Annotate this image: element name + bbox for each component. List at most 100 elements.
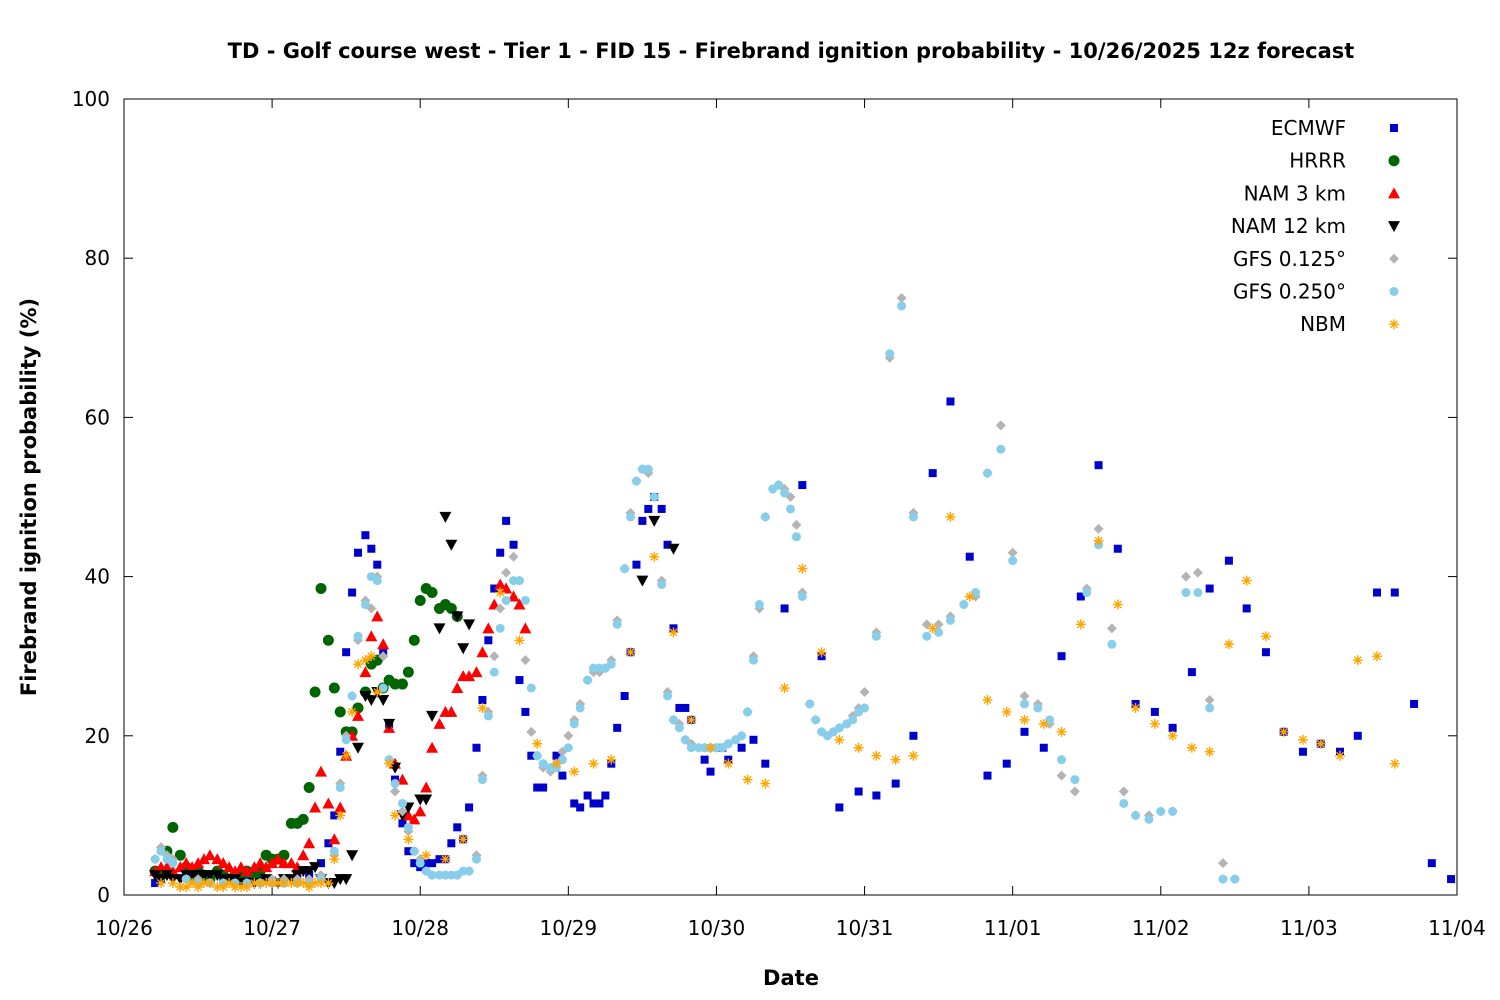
data-point-nbm bbox=[834, 734, 845, 745]
data-point-nbm bbox=[323, 878, 334, 889]
data-point-gfs-0-250 bbox=[649, 492, 659, 502]
data-point-nbm bbox=[816, 647, 827, 658]
data-point-ecmwf bbox=[983, 771, 992, 780]
data-point-gfs-0-250 bbox=[575, 703, 585, 713]
data-point-hrrr bbox=[174, 849, 186, 861]
data-point-gfs-0-125 bbox=[501, 567, 512, 578]
data-point-nam-3-km bbox=[445, 705, 458, 717]
data-point-nam-12-km bbox=[445, 539, 458, 551]
data-point-nbm bbox=[964, 591, 975, 602]
data-point-nbm bbox=[230, 882, 241, 893]
data-point-hrrr bbox=[408, 634, 420, 646]
data-point-nbm bbox=[1372, 651, 1383, 662]
legend-label-nbm: NBM bbox=[1300, 312, 1346, 336]
data-point-ecmwf bbox=[1224, 556, 1233, 565]
data-point-nam-12-km bbox=[211, 870, 224, 882]
data-point-nbm bbox=[310, 878, 321, 889]
data-point-gfs-0-125 bbox=[563, 730, 574, 741]
data-point-nam-3-km bbox=[180, 857, 193, 869]
data-point-gfs-0-250 bbox=[1033, 703, 1043, 713]
data-point-nbm bbox=[1167, 730, 1178, 741]
data-point-hrrr bbox=[297, 813, 309, 825]
data-point-ecmwf bbox=[316, 859, 325, 868]
data-point-gfs-0-250 bbox=[583, 675, 593, 685]
data-point-gfs-0-250 bbox=[464, 866, 474, 876]
legend-marker-nbm bbox=[1389, 319, 1399, 330]
data-point-nam-3-km bbox=[507, 590, 520, 602]
data-point-ecmwf bbox=[1150, 707, 1159, 716]
data-point-nbm bbox=[514, 635, 525, 646]
legend-marker-gfs-0-250 bbox=[1389, 287, 1399, 296]
data-point-gfs-0-125 bbox=[1118, 786, 1129, 797]
data-point-gfs-0-125 bbox=[1069, 786, 1080, 797]
data-point-gfs-0-250 bbox=[674, 723, 684, 733]
data-point-hrrr bbox=[445, 602, 457, 614]
data-point-ecmwf bbox=[422, 859, 431, 868]
data-point-nam-3-km bbox=[240, 865, 253, 877]
data-point-nbm bbox=[224, 878, 235, 889]
data-point-nbm bbox=[606, 754, 617, 765]
x-tick-label: 11/01 bbox=[984, 916, 1042, 940]
data-point-gfs-0-250 bbox=[1082, 588, 1092, 598]
data-point-nbm bbox=[218, 882, 229, 893]
data-point-nbm bbox=[236, 882, 247, 893]
data-point-ecmwf bbox=[151, 879, 160, 888]
data-point-ecmwf bbox=[891, 779, 900, 788]
data-point-nbm bbox=[945, 511, 956, 522]
data-point-ecmwf bbox=[515, 676, 524, 685]
data-point-ecmwf bbox=[872, 791, 881, 800]
data-point-nbm bbox=[1204, 746, 1215, 757]
data-point-gfs-0-125 bbox=[1204, 694, 1215, 705]
data-point-nbm bbox=[569, 766, 580, 777]
data-point-gfs-0-125 bbox=[1056, 770, 1067, 781]
data-point-nbm bbox=[797, 563, 808, 574]
data-point-nbm bbox=[212, 882, 223, 893]
data-point-nbm bbox=[927, 623, 938, 634]
data-point-ecmwf bbox=[595, 799, 604, 808]
data-point-nam-12-km bbox=[433, 623, 446, 635]
data-point-nbm bbox=[1130, 702, 1141, 713]
data-point-ecmwf bbox=[583, 791, 592, 800]
data-point-nam-3-km bbox=[192, 857, 205, 869]
data-point-ecmwf bbox=[539, 783, 548, 792]
y-tick-label: 40 bbox=[85, 565, 110, 589]
data-point-gfs-0-250 bbox=[897, 301, 907, 311]
data-point-gfs-0-250 bbox=[1168, 806, 1178, 816]
data-point-nam-3-km bbox=[414, 805, 427, 817]
data-point-ecmwf bbox=[527, 751, 536, 760]
data-point-nam-3-km bbox=[248, 861, 261, 873]
legend-label-ecmwf: ECMWF bbox=[1271, 116, 1346, 140]
data-point-nam-12-km bbox=[457, 643, 470, 655]
data-point-hrrr bbox=[402, 666, 414, 678]
data-point-nam-3-km bbox=[519, 622, 532, 634]
data-point-nbm bbox=[477, 702, 488, 713]
data-point-gfs-0-250 bbox=[786, 504, 795, 514]
data-point-gfs-0-250 bbox=[686, 743, 696, 753]
data-series bbox=[149, 293, 1456, 893]
series-nbm bbox=[156, 511, 1400, 893]
data-point-gfs-0-250 bbox=[156, 846, 166, 856]
data-point-ecmwf bbox=[1094, 461, 1103, 470]
data-point-hrrr bbox=[328, 682, 340, 694]
data-point-gfs-0-125 bbox=[1217, 858, 1228, 869]
data-point-gfs-0-250 bbox=[811, 715, 821, 725]
data-point-nam-12-km bbox=[636, 575, 649, 587]
data-point-nam-3-km bbox=[451, 682, 464, 694]
data-point-ecmwf bbox=[404, 847, 413, 856]
data-point-gfs-0-250 bbox=[612, 619, 622, 629]
data-point-gfs-0-250 bbox=[526, 683, 536, 693]
data-point-gfs-0-250 bbox=[538, 759, 548, 769]
data-point-nbm bbox=[187, 878, 198, 889]
data-point-nbm bbox=[353, 659, 364, 670]
data-point-nam-3-km bbox=[396, 773, 409, 785]
data-point-nam-3-km bbox=[433, 717, 446, 729]
data-point-nbm bbox=[686, 714, 697, 725]
data-point-nam-12-km bbox=[309, 862, 322, 874]
data-point-gfs-0-250 bbox=[626, 512, 636, 522]
data-point-gfs-0-250 bbox=[668, 715, 678, 725]
data-point-nbm bbox=[341, 750, 352, 761]
data-point-ecmwf bbox=[1242, 604, 1251, 613]
legend-label-nam-3-km: NAM 3 km bbox=[1244, 181, 1346, 205]
data-point-ecmwf bbox=[324, 839, 333, 848]
data-point-nbm bbox=[372, 687, 383, 698]
